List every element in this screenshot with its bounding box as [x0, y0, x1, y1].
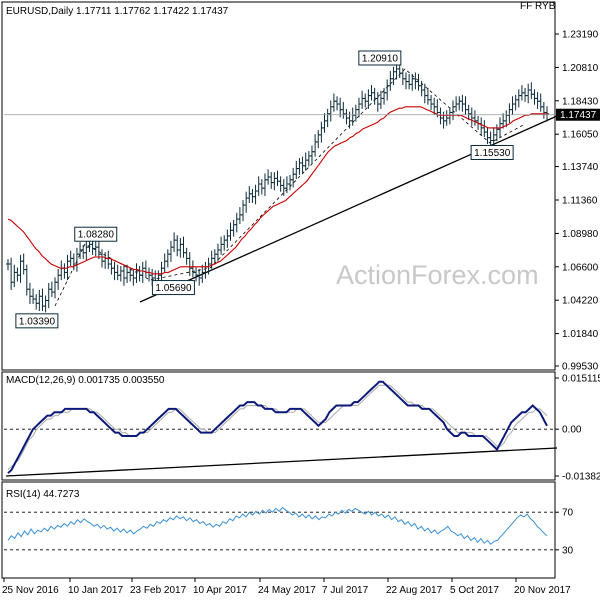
annotation-label: 1.05690: [155, 283, 192, 294]
macd-y-tick-label: 0.00: [562, 425, 582, 436]
x-axis: 25 Nov 2016 10 Jan 2017 23 Feb 2017 10 Apr …: [2, 578, 571, 596]
annotation-box: [15, 313, 59, 329]
price-header: EURUSD,Daily 1.17711 1.17762 1.17422 1.1…: [6, 6, 229, 17]
rsi-y-tick-label: 70: [562, 508, 574, 519]
rsi-line: [7, 506, 548, 545]
annotation-label: 1.08280: [78, 230, 115, 241]
price-y-tick-label: 1.01840: [562, 329, 599, 340]
current-price-tag: [556, 108, 600, 121]
price-y-tick-label: 1.20810: [562, 63, 599, 74]
price-y-tick-label: 1.06600: [562, 262, 599, 273]
macd-header: MACD(12,26,9) 0.001735 0.003550: [6, 375, 165, 386]
macd-signal-series: [7, 384, 548, 471]
x-tick-label: 20 Nov 2017: [514, 585, 571, 596]
macd-panel: [1, 371, 556, 481]
rsi-y-tick-label: 30: [562, 545, 574, 556]
rsi-header: RSI(14) 44.7273: [6, 489, 80, 500]
current-price-line: 1.17437: [4, 108, 600, 121]
corner-text: FF RYB: [520, 1, 556, 12]
annotation-label: 1.03390: [19, 316, 56, 327]
current-price-label: 1.17437: [560, 110, 597, 121]
rsi-panel: [1, 481, 556, 579]
macd-lines: [7, 380, 548, 474]
x-tick-label: 25 Nov 2016: [2, 585, 59, 596]
main-price-panel: [1, 1, 556, 371]
macd-y-tick-label: -0.013825: [562, 472, 600, 483]
x-tick-label: 10 Jan 2017: [68, 585, 123, 596]
annotation-label: 1.15530: [474, 148, 511, 159]
price-y-tick-label: 1.23190: [562, 30, 599, 41]
x-tick-label: 7 Jul 2017: [322, 585, 369, 596]
x-tick-label: 23 Feb 2017: [130, 585, 187, 596]
x-tick-label: 5 Oct 2017: [450, 585, 499, 596]
price-y-axis: 1.23190 1.20810 1.18430 1.16050 1.13740 1.113…: [555, 30, 599, 373]
price-y-tick-label: 1.16050: [562, 130, 599, 141]
watermark-text: ActionForex.com: [336, 260, 539, 290]
price-y-tick-label: 1.04220: [562, 296, 599, 307]
annotation-box: [151, 280, 195, 296]
price-bars: [6, 61, 549, 313]
moving-average-series: [7, 106, 547, 275]
macd-y-tick-label: 0.015115: [562, 374, 600, 385]
rsi-series: [7, 506, 548, 545]
zigzag-dashed-line: [54, 68, 526, 307]
x-tick-label: 24 May 2017: [258, 585, 316, 596]
price-y-tick-label: 1.11360: [562, 196, 598, 207]
x-tick-label: 22 Aug 2017: [386, 585, 443, 596]
x-tick-label: 10 Apr 2017: [193, 585, 247, 596]
annotation-box: [470, 144, 514, 160]
macd-main-series: [7, 380, 548, 474]
rsi-y-axis: 70 30: [4, 508, 574, 556]
price-y-tick-label: 1.13740: [562, 162, 599, 173]
macd-support-trendline: [5, 447, 558, 477]
annotation-box: [358, 50, 402, 66]
annotation-box: [74, 226, 118, 242]
price-y-tick-label: 1.08980: [562, 229, 599, 240]
price-y-tick-label: 1.18430: [562, 96, 599, 107]
price-annotations: 1.20910 1.08280 1.05690 1.03390 1.15530: [15, 50, 514, 329]
annotation-label: 1.20910: [362, 53, 399, 64]
moving-average-line: [7, 106, 547, 275]
price-y-tick-label: 0.99530: [562, 362, 599, 373]
macd-y-axis: 0.015115 0.00 -0.013825: [4, 374, 600, 483]
